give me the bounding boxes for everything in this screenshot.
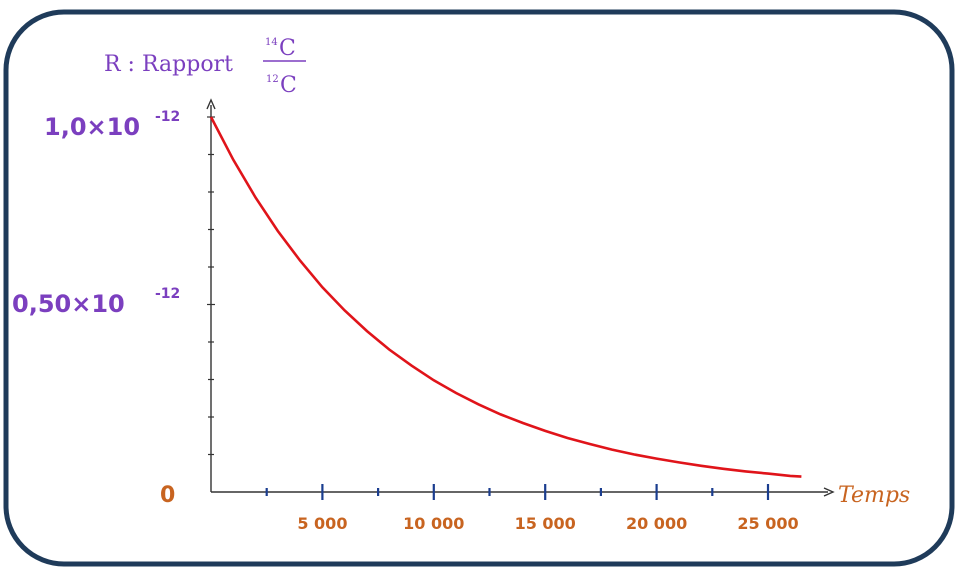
y-tick-label-mantissa: 0,50×10 bbox=[12, 290, 125, 318]
x-tick-label: 15 000 bbox=[515, 514, 576, 533]
x-tick-label: 10 000 bbox=[403, 514, 464, 533]
numerator-mass-number: 14 bbox=[265, 37, 278, 48]
denominator-element: C bbox=[280, 73, 297, 98]
y-tick-label-mantissa: 1,0×10 bbox=[44, 113, 140, 141]
x-axis-arrow bbox=[823, 487, 835, 497]
y-axis-arrow bbox=[206, 98, 216, 110]
x-tick-label: 5 000 bbox=[297, 514, 347, 533]
x-ticks bbox=[265, 484, 770, 500]
x-tick-label: 25 000 bbox=[737, 514, 798, 533]
series-line-decay-curve bbox=[209, 116, 802, 478]
y-tick-label-2: 0,50×10 -12 bbox=[12, 286, 180, 318]
y-tick-label-exponent: -12 bbox=[155, 109, 180, 125]
rounded-frame bbox=[3, 9, 955, 567]
x-axis-title: Temps bbox=[838, 483, 910, 508]
y-axis-title: R : Rapport 14 C 12 C bbox=[104, 36, 306, 98]
numerator-element: C bbox=[279, 36, 296, 61]
y-ticks bbox=[207, 116, 215, 456]
origin-label: 0 bbox=[160, 483, 175, 508]
x-tick-label: 20 000 bbox=[626, 514, 687, 533]
y-axis-title-prefix: R : Rapport bbox=[104, 52, 233, 77]
y-tick-label-1: 1,0×10 -12 bbox=[44, 109, 180, 141]
denominator-mass-number: 12 bbox=[266, 74, 279, 85]
y-tick-label-exponent: -12 bbox=[155, 286, 180, 302]
